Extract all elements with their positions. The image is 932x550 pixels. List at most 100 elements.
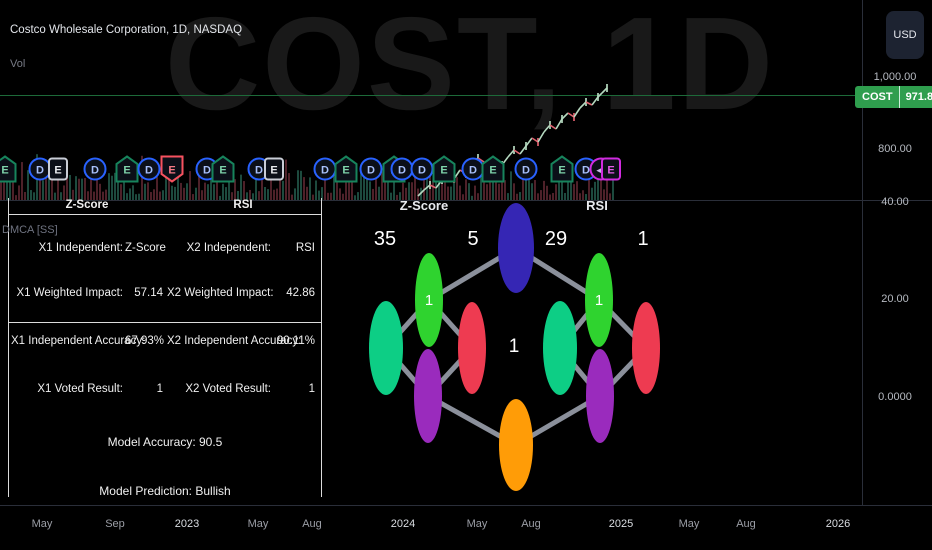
event-badge-earnings_flat[interactable]: E	[46, 155, 70, 183]
diagram-column-header: RSI	[586, 198, 608, 213]
diagram-node-l-red	[458, 302, 486, 394]
diagram-node-r-purple	[586, 349, 614, 443]
time-label: 2023	[174, 518, 200, 530]
diagram-node-value: 29	[544, 228, 568, 250]
diagram-node-r-green	[585, 253, 613, 347]
svg-text:◀: ◀	[596, 165, 606, 177]
price-label: 40.00	[881, 196, 909, 208]
svg-text:D: D	[582, 165, 590, 177]
ticker-price-badge: 971.88	[898, 86, 932, 108]
diagram-node-value: 35	[373, 228, 397, 250]
price-label: 0.0000	[878, 391, 912, 403]
price-label: 800.00	[878, 143, 912, 155]
svg-text:E: E	[558, 165, 565, 177]
diagram-node-r-teal	[543, 301, 577, 395]
svg-text:D: D	[91, 165, 99, 177]
table-label: X1 Voted Result:	[37, 383, 123, 395]
svg-text:E: E	[607, 165, 614, 177]
event-badge-dividend[interactable]: D	[410, 155, 434, 183]
event-badge-earnings_up[interactable]: E	[115, 155, 139, 183]
price-label: 1,000.00	[873, 71, 917, 83]
svg-text:D: D	[145, 165, 153, 177]
pane-separator[interactable]	[0, 200, 932, 201]
event-badge-earnings_up[interactable]: E	[481, 155, 505, 183]
indicator-legend[interactable]: DMCA [SS]	[2, 224, 58, 236]
table-value: 1	[156, 383, 163, 395]
svg-text:E: E	[219, 165, 226, 177]
table-label: X2 Voted Result:	[185, 383, 271, 395]
svg-text:E: E	[489, 165, 496, 177]
svg-text:D: D	[367, 165, 375, 177]
table-value: Z-Score	[125, 242, 166, 254]
table-value: 42.86	[286, 287, 315, 299]
table-value: 90.11%	[276, 335, 315, 347]
price-axis-separator	[862, 0, 863, 505]
volume-bars	[0, 154, 614, 200]
table-value: 1	[308, 383, 315, 395]
svg-text:E: E	[440, 165, 447, 177]
svg-text:D: D	[469, 165, 477, 177]
diagram-center-value: 1	[508, 336, 520, 357]
time-label: Sep	[105, 518, 125, 530]
svg-text:D: D	[418, 165, 426, 177]
time-label: May	[247, 518, 269, 530]
table-value: 67.93%	[125, 335, 165, 347]
event-badge-earnings_up[interactable]: E	[334, 155, 358, 183]
event-badge-special_square[interactable]: E	[599, 155, 623, 183]
svg-text:D: D	[398, 165, 406, 177]
diagram-node-l-purple	[414, 349, 442, 443]
event-badge-earnings_up[interactable]: E	[211, 155, 235, 183]
diagram-node-r-red	[632, 302, 660, 394]
diagram-node-value: 5	[467, 228, 479, 250]
diagram-node-value: 1	[637, 228, 649, 250]
diagram-node-label: 1	[595, 292, 603, 309]
last-price-badge: COST 971.88	[855, 86, 932, 108]
svg-text:D: D	[203, 165, 211, 177]
symbol-legend[interactable]: Costco Wholesale Corporation, 1D, NASDAQ	[10, 24, 243, 36]
svg-text:D: D	[36, 165, 44, 177]
symbol-watermark: COST, 1D	[164, 0, 776, 137]
event-badge-earnings_up[interactable]: E	[432, 155, 456, 183]
ticker-symbol-badge: COST	[855, 86, 899, 108]
event-badge-earnings_up[interactable]: E	[0, 155, 17, 183]
table-label: X2 Independent Accuracy:	[167, 335, 302, 347]
event-badge-dividend[interactable]: D	[359, 155, 383, 183]
time-scale[interactable]: May Sep 2023 May Aug 2024 May Aug 2025 May Aug 2026	[0, 506, 932, 550]
table-divider	[9, 322, 321, 323]
table-label: X1 Weighted Impact:	[16, 287, 123, 299]
price-candles	[417, 84, 608, 197]
time-label: May	[678, 518, 700, 530]
price-scale[interactable]: 1,000.00 800.00 40.00 20.00 0.0000	[863, 0, 932, 505]
event-badge-earnings_up[interactable]: E	[550, 155, 574, 183]
event-badge-dividend[interactable]: D	[137, 155, 161, 183]
table-header-x2: RSI	[233, 199, 253, 211]
time-label: May	[466, 518, 488, 530]
diagram-node-bottom	[499, 399, 533, 491]
svg-text:D: D	[522, 165, 530, 177]
diagram-node-l-teal	[369, 301, 403, 395]
currency-toggle-button[interactable]: USD	[886, 11, 924, 59]
current-price-line	[0, 95, 862, 96]
table-label: X1 Independent:	[38, 242, 123, 254]
svg-text:E: E	[168, 165, 175, 177]
event-badge-dividend[interactable]: D	[461, 155, 485, 183]
diagram-column-header: Z-Score	[399, 198, 449, 213]
time-label: 2024	[390, 518, 416, 530]
diagram-node-l-green	[415, 253, 443, 347]
diagram-node-top	[498, 203, 534, 293]
time-label: Aug	[521, 518, 541, 530]
event-badge-dividend[interactable]: D	[83, 155, 107, 183]
table-label: X1 Independent Accuracy:	[11, 335, 146, 347]
volume-legend[interactable]: Vol	[10, 58, 26, 70]
event-badge-earnings_down[interactable]: E	[160, 155, 184, 183]
time-label: Aug	[302, 518, 322, 530]
time-axis-separator	[0, 505, 932, 506]
price-label: 20.00	[881, 293, 909, 305]
table-value: 57.14	[134, 287, 163, 299]
event-badge-earnings_flat[interactable]: E	[262, 155, 286, 183]
svg-text:E: E	[342, 165, 349, 177]
event-badge-dividend[interactable]: D	[514, 155, 538, 183]
svg-text:E: E	[270, 165, 277, 177]
